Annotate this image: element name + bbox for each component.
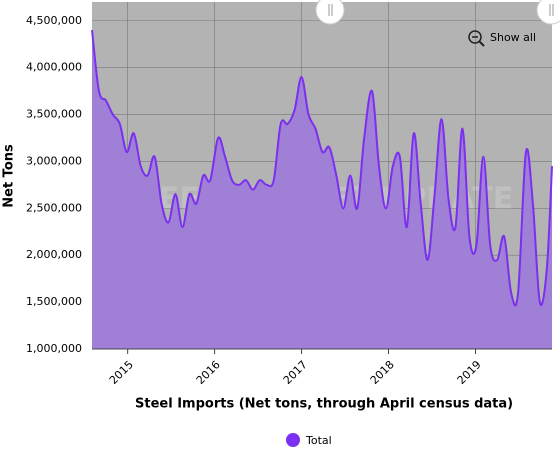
y-tick-label: 4,500,000 [26, 14, 82, 27]
y-tick-label: 4,000,000 [26, 61, 82, 74]
x-axis-title: Steel Imports (Net tons, through April c… [135, 397, 513, 412]
x-tick-label: 2015 [107, 358, 136, 387]
legend-label: Total [305, 434, 332, 447]
x-tick-label: 2019 [455, 358, 484, 387]
legend-marker [286, 433, 300, 447]
zoom-icon [468, 30, 482, 44]
line [91, 30, 553, 307]
reset-zoom-button[interactable]: Show all [468, 30, 536, 47]
y-tick-label: 1,000,000 [26, 342, 82, 355]
x-tick-label: 2017 [281, 358, 310, 387]
y-tick-label: 3,500,000 [26, 108, 82, 121]
navigator-handle[interactable] [315, 0, 345, 25]
navigator [315, 0, 560, 25]
x-tick-label: 2018 [368, 358, 397, 387]
zoom-icon-handle [478, 40, 485, 47]
y-tick-label: 1,500,000 [26, 295, 82, 308]
area [92, 30, 552, 350]
y-tick-label: 3,000,000 [26, 154, 82, 167]
y-axis-title: Net Tons [2, 144, 17, 208]
reset-zoom-label: Show all [490, 31, 536, 44]
y-tick-label: 2,500,000 [26, 201, 82, 214]
y-tick-label: 2,000,000 [26, 248, 82, 261]
navigator-handle[interactable] [536, 0, 560, 25]
x-tick-label: 2016 [194, 358, 223, 387]
